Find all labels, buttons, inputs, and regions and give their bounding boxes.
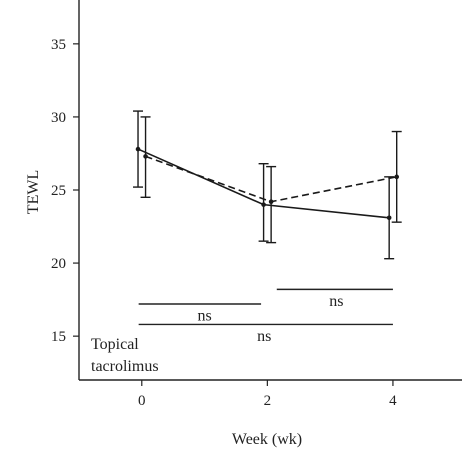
significance-label: ns: [329, 293, 343, 310]
data-point: [135, 146, 141, 152]
data-series: [133, 110, 402, 260]
axes: 15 20 25 30 35 0 2 4: [51, 0, 462, 409]
y-tick-label: 20: [51, 256, 66, 272]
y-tick-label: 25: [51, 183, 66, 199]
significance-label: ns: [257, 328, 271, 345]
data-point: [394, 174, 400, 180]
x-tick-label: 2: [264, 393, 272, 409]
legend-text-line1: Topical: [91, 336, 139, 353]
data-point: [268, 199, 274, 204]
x-tick-label: 0: [138, 393, 146, 409]
x-axis-label: Week (wk): [232, 431, 302, 448]
significance-label: ns: [197, 308, 211, 325]
y-tick-label: 30: [51, 110, 66, 126]
y-tick-label: 15: [51, 329, 66, 345]
significance-annotations: ns ns ns: [138, 288, 393, 345]
y-axis-label: TEWL: [25, 170, 42, 214]
legend-text-line2: tacrolimus: [91, 358, 159, 375]
data-point: [261, 202, 266, 207]
x-tick-label: 4: [389, 393, 397, 409]
data-point: [386, 215, 392, 221]
data-point: [143, 154, 148, 159]
y-tick-label: 35: [51, 37, 66, 53]
